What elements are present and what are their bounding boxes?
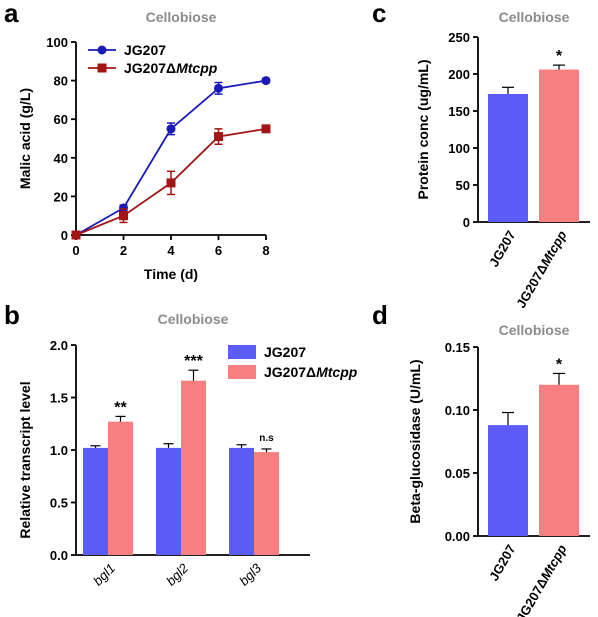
chart-a-legend-label: JG207ΔMtcpp: [124, 60, 218, 76]
chart-d-category-label: JG207: [486, 542, 519, 583]
chart-a-ytick-label: 0: [61, 228, 68, 243]
chart-d-category-label: JG207ΔMtcpp: [513, 542, 569, 617]
chart-a-point: [214, 132, 223, 142]
chart-a-point: [71, 230, 81, 240]
chart-b-ytick-label: 1.5: [50, 391, 68, 406]
chart-d-ytick-label: 0.00: [445, 529, 470, 544]
chart-b-bar: [83, 447, 108, 555]
chart-a-legend-label-base: JG207: [124, 42, 166, 58]
chart-c-ytick-label: 0: [463, 215, 470, 230]
chart-a-point: [261, 76, 271, 86]
chart-c-category-label: JG207ΔMtcpp: [513, 228, 569, 311]
chart-a-point: [214, 83, 223, 93]
chart-c-ytick-label: 200: [448, 67, 470, 82]
chart-a-ytick-label: 20: [54, 189, 68, 204]
chart-a-xtick-label: 4: [167, 243, 175, 258]
chart-c-title: Cellobiose: [499, 9, 570, 25]
chart-a-point: [119, 211, 128, 221]
chart-c-bar: [539, 69, 579, 222]
chart-b-legend-label-base: JG207Δ: [264, 364, 316, 380]
chart-c-category-label: JG207: [486, 228, 519, 269]
chart-d-title: Cellobiose: [499, 322, 570, 338]
chart-b-title: Cellobiose: [158, 311, 229, 327]
chart-b-category-label: bgl2: [163, 560, 192, 589]
chart-a-title: Cellobiose: [146, 9, 217, 25]
chart-c-ytick-label: 50: [456, 178, 470, 193]
chart-c-ytick-label: 100: [448, 141, 470, 156]
chart-c-significance: *: [556, 48, 563, 65]
chart-a-legend-marker: [97, 45, 107, 55]
chart-d-significance: *: [556, 356, 563, 373]
chart-a-ytick-label: 40: [54, 151, 68, 166]
chart-c-category-label-base: JG207: [486, 228, 519, 269]
chart-b-significance: n.s: [259, 433, 274, 444]
panel-c-protein-chart: Cellobiose 0 50 100 150 200 250 Protein conc (u…: [415, 9, 590, 311]
chart-c-ytick-label: 150: [448, 104, 470, 119]
chart-b-legend-label-base: JG207: [264, 344, 306, 360]
panel-a-malic-acid-chart: Cellobiose 0 20 40 60 80 100 0 2 4 6 8 Time (d) Malic…: [17, 9, 271, 282]
chart-b-bar: [181, 380, 206, 555]
chart-b-significance: ***: [184, 353, 203, 370]
chart-b-ytick-label: 0.5: [50, 496, 68, 511]
chart-d-category-label-suffix: Mtcpp: [537, 542, 569, 583]
chart-c-category-label-suffix: Mtcpp: [537, 228, 569, 269]
chart-a-ytick-label: 60: [54, 112, 68, 127]
chart-a-point: [261, 124, 271, 134]
chart-a-xtick-label: 2: [120, 243, 127, 258]
chart-b-bar: [108, 421, 133, 555]
chart-a-point: [166, 124, 176, 134]
chart-a-xtick-label: 6: [215, 243, 222, 258]
chart-a-ytick-label: 100: [46, 35, 68, 50]
chart-a-xtick-label: 0: [72, 243, 79, 258]
chart-a-ylabel: Malic acid (g/L): [17, 88, 33, 189]
chart-a-ytick-label: 80: [54, 74, 68, 89]
chart-a-legend-label-base: JG207Δ: [124, 60, 176, 76]
panel-letter-b: b: [4, 300, 20, 330]
chart-b-legend-swatch: [228, 365, 256, 379]
panel-letter-d: d: [372, 300, 388, 330]
chart-b-bar: [156, 447, 181, 555]
chart-d-category-label-base: JG207: [486, 542, 519, 583]
chart-b-category-label: bgl1: [90, 561, 118, 589]
chart-a-point: [166, 178, 176, 188]
chart-b-bar: [254, 452, 279, 555]
panel-d-glucosidase-chart: Cellobiose 0.00 0.05 0.10 0.15 Beta-glucosida…: [407, 322, 590, 617]
chart-a-legend-marker: [97, 63, 107, 73]
chart-a-xtick-label: 8: [262, 243, 269, 258]
chart-a-point: [119, 203, 128, 213]
chart-b-legend-label: JG207ΔMtcpp: [264, 364, 358, 380]
chart-c-ylabel: Protein conc (ug/mL): [415, 60, 431, 200]
chart-b-legend-label-suffix: Mtcpp: [316, 364, 358, 380]
chart-c-ytick-label: 250: [448, 30, 470, 45]
chart-d-bar: [539, 384, 579, 536]
chart-b-bar: [229, 447, 254, 555]
chart-d-ytick-label: 0.05: [445, 466, 470, 481]
chart-c-bar: [488, 93, 528, 222]
chart-a-legend-label: JG207: [124, 42, 166, 58]
chart-d-ytick-label: 0.10: [445, 403, 470, 418]
chart-d-ytick-label: 0.15: [445, 340, 470, 355]
chart-c-category-label-base: JG207Δ: [513, 261, 550, 310]
chart-b-legend-label: JG207: [264, 344, 306, 360]
chart-b-ylabel: Relative transcript level: [17, 381, 33, 538]
chart-b-ytick-label: 0.0: [50, 548, 68, 563]
panel-letter-a: a: [4, 0, 19, 28]
chart-b-legend-swatch: [228, 345, 256, 359]
chart-b-category-label: bgl3: [236, 560, 265, 589]
chart-b-ytick-label: 2.0: [50, 338, 68, 353]
chart-b-ytick-label: 1.0: [50, 443, 68, 458]
chart-a-legend-label-suffix: Mtcpp: [176, 60, 218, 76]
chart-b-significance: **: [114, 399, 127, 416]
chart-a-series-line-0: [75, 79, 267, 236]
chart-d-bar: [488, 425, 528, 536]
panel-b-transcript-chart: Cellobiose 0.0 0.5 1.0 1.5 2.0 Relative transc…: [17, 311, 358, 589]
chart-a-xlabel: Time (d): [144, 266, 198, 282]
panel-letter-c: c: [372, 0, 386, 28]
chart-d-ylabel: Beta-glucosidase (U/mL): [407, 359, 423, 523]
chart-d-category-label-base: JG207Δ: [513, 575, 550, 617]
